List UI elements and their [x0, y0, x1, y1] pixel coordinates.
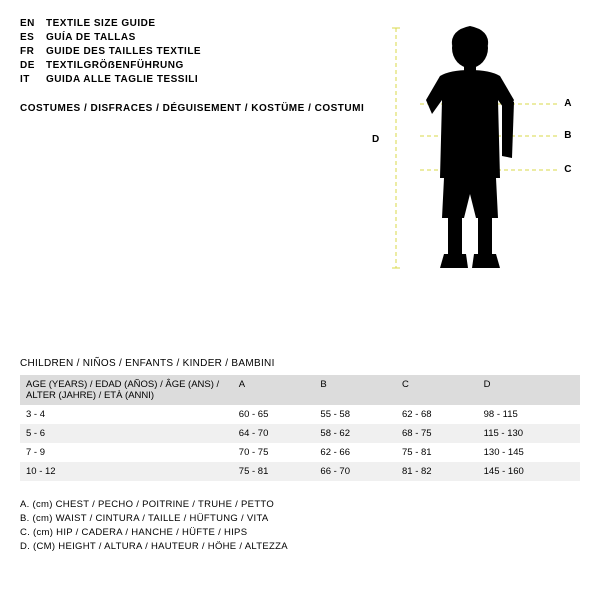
lang-label: TEXTILGRÖẞENFÜHRUNG: [46, 60, 184, 71]
legend-line: D. (CM) HEIGHT / ALTURA / HAUTEUR / HÖHE…: [20, 541, 580, 552]
label-b: B: [564, 130, 572, 141]
cell-d: 98 - 115: [478, 405, 580, 424]
cell-d: 145 - 160: [478, 462, 580, 481]
lang-label: TEXTILE SIZE GUIDE: [46, 18, 156, 29]
th-age: AGE (YEARS) / EDAD (AÑOS) / ÂGE (ANS) / …: [20, 375, 233, 405]
cell-b: 66 - 70: [314, 462, 396, 481]
lang-code: EN: [20, 18, 46, 29]
label-d: D: [372, 134, 380, 145]
lang-label: GUÍA DE TALLAS: [46, 32, 136, 43]
label-c: C: [564, 164, 572, 175]
cell-c: 68 - 75: [396, 424, 478, 443]
cell-a: 64 - 70: [233, 424, 315, 443]
table-row: 7 - 9 70 - 75 62 - 66 75 - 81 130 - 145: [20, 443, 580, 462]
cell-age: 10 - 12: [20, 462, 233, 481]
lang-code: ES: [20, 32, 46, 43]
children-heading: CHILDREN / NIÑOS / ENFANTS / KINDER / BA…: [20, 358, 580, 369]
th-d: D: [478, 375, 580, 405]
cell-age: 7 - 9: [20, 443, 233, 462]
cell-d: 115 - 130: [478, 424, 580, 443]
legend-line: C. (cm) HIP / CADERA / HANCHE / HÜFTE / …: [20, 527, 580, 538]
th-a: A: [233, 375, 315, 405]
cell-c: 62 - 68: [396, 405, 478, 424]
size-table: AGE (YEARS) / EDAD (AÑOS) / ÂGE (ANS) / …: [20, 375, 580, 481]
cell-age: 5 - 6: [20, 424, 233, 443]
lang-code: IT: [20, 74, 46, 85]
cell-a: 70 - 75: [233, 443, 315, 462]
cell-a: 75 - 81: [233, 462, 315, 481]
cell-c: 81 - 82: [396, 462, 478, 481]
cell-age: 3 - 4: [20, 405, 233, 424]
lang-label: GUIDE DES TAILLES TEXTILE: [46, 46, 201, 57]
cell-b: 62 - 66: [314, 443, 396, 462]
cell-d: 130 - 145: [478, 443, 580, 462]
cell-a: 60 - 65: [233, 405, 315, 424]
th-c: C: [396, 375, 478, 405]
table-row: 5 - 6 64 - 70 58 - 62 68 - 75 115 - 130: [20, 424, 580, 443]
table-row: 3 - 4 60 - 65 55 - 58 62 - 68 98 - 115: [20, 405, 580, 424]
table-row: 10 - 12 75 - 81 66 - 70 81 - 82 145 - 16…: [20, 462, 580, 481]
lang-label: GUIDA ALLE TAGLIE TESSILI: [46, 74, 198, 85]
legend-line: B. (cm) WAIST / CINTURA / TAILLE / HÜFTU…: [20, 513, 580, 524]
lang-code: FR: [20, 46, 46, 57]
legend-line: A. (cm) CHEST / PECHO / POITRINE / TRUHE…: [20, 499, 580, 510]
cell-c: 75 - 81: [396, 443, 478, 462]
silhouette-svg: [390, 18, 570, 278]
table-header-row: AGE (YEARS) / EDAD (AÑOS) / ÂGE (ANS) / …: [20, 375, 580, 405]
child-silhouette-figure: A B C D: [390, 18, 570, 278]
cell-b: 58 - 62: [314, 424, 396, 443]
th-b: B: [314, 375, 396, 405]
legend-block: A. (cm) CHEST / PECHO / POITRINE / TRUHE…: [20, 499, 580, 552]
cell-b: 55 - 58: [314, 405, 396, 424]
lang-code: DE: [20, 60, 46, 71]
label-a: A: [564, 98, 572, 109]
